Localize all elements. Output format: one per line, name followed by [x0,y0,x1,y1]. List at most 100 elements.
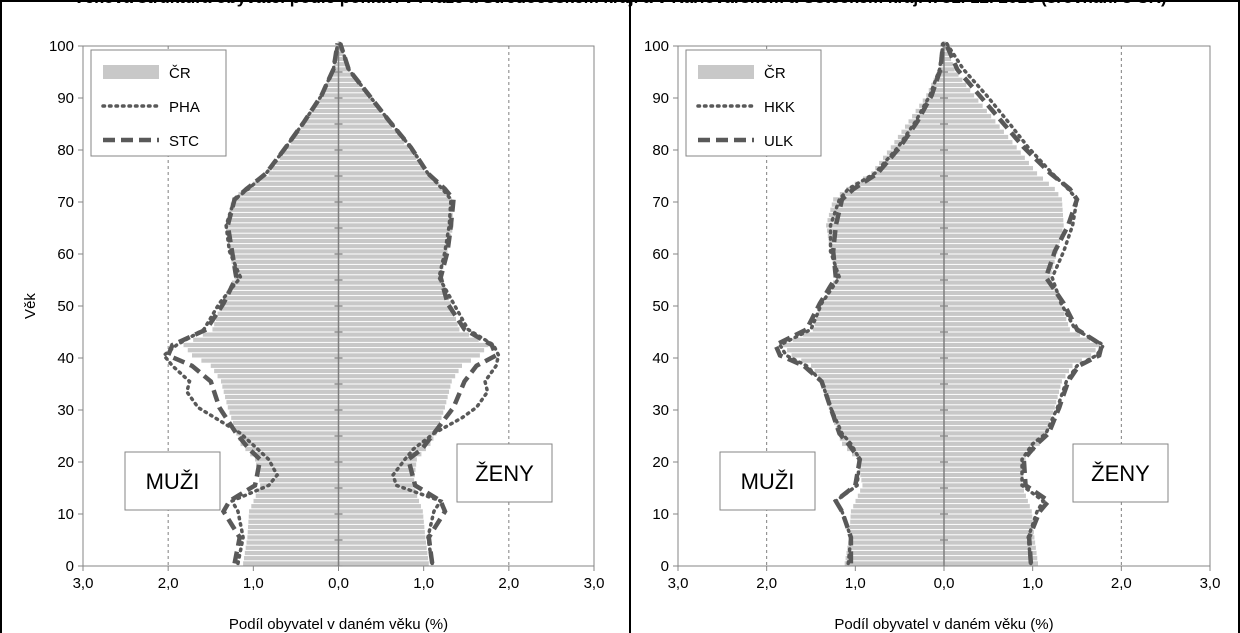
bar-men-age-16 [861,478,944,483]
bar-women-age-37 [338,368,459,374]
bar-men-age-44 [202,332,339,337]
bar-women-age-62 [944,238,1060,244]
bar-men-age-22 [847,446,944,452]
bar-men-age-19 [858,462,944,467]
bar-women-age-88 [338,103,376,108]
bar-men-age-45 [212,327,339,332]
series-line-pha-men [161,41,340,566]
bar-men-age-79 [283,150,339,155]
bar-men-age-37 [214,368,339,374]
bar-women-age-37 [944,368,1070,374]
bar-men-age-52 [226,290,339,296]
bar-men-age-41 [187,348,339,353]
bar-women-age-38 [944,363,1073,368]
bar-men-age-20 [255,457,339,462]
bar-women-age-57 [338,264,444,270]
bar-women-age-72 [338,186,445,192]
bar-men-age-95 [333,67,339,72]
bar-women-age-43 [338,337,479,342]
bar-women-age-56 [944,270,1052,275]
bar-women-age-32 [944,394,1058,400]
bar-women-age-86 [338,114,384,119]
series-line-pha-women [338,41,501,566]
bar-women-age-1 [338,556,429,561]
bar-women-age-2 [338,550,428,556]
bar-men-age-93 [328,77,339,82]
bar-women-age-27 [944,420,1050,426]
bar-men-age-16 [259,478,339,483]
series-line-stc-men [165,43,340,564]
bar-men-age-47 [816,316,944,322]
bar-men-age-69 [230,202,339,207]
x-tick-label: 1,0 [1022,575,1043,592]
y-tick-label: 30 [57,402,74,419]
bar-men-age-51 [824,296,944,301]
bar-men-age-54 [832,280,944,285]
x-tick-label: 3,0 [1200,575,1221,592]
bar-women-age-85 [338,119,388,124]
bar-men-age-94 [331,72,339,77]
legend-label-hkk: HKK [764,99,795,116]
bar-men-age-58 [231,259,339,264]
women-box [1072,443,1169,503]
bar-women-age-87 [338,108,380,114]
figure-header-text: Věková struktura obyvatel podle pohlaví … [0,0,1240,8]
bar-men-age-56 [233,270,339,275]
bar-men-age-96 [334,62,339,67]
bar-women-age-7 [944,524,1034,530]
bar-men-age-24 [238,436,339,441]
bar-women-age-39 [944,358,1082,363]
bar-women-age-67 [338,212,453,218]
bar-men-age-10 [249,509,339,514]
bar-men-age-84 [301,124,339,129]
bar-men-age-2 [846,550,944,556]
bar-women-age-97 [944,56,952,62]
frame-top-border [0,0,1240,2]
y-tick-label: 100 [49,38,74,55]
bar-men-age-68 [830,207,944,212]
bar-women-age-33 [944,389,1060,394]
bar-women-age-80 [944,145,1017,150]
bar-women-age-13 [944,493,1026,498]
x-axis-title: Podíl obyvatel v daném věku (%) [229,616,448,633]
bar-women-age-4 [338,540,427,545]
bar-men-age-20 [857,457,944,462]
bar-women-age-11 [338,504,421,509]
bar-women-age-64 [944,228,1063,233]
bar-men-age-23 [240,441,339,446]
bar-women-age-20 [338,457,417,462]
frame-right-border [1238,0,1240,633]
bar-men-age-9 [248,514,339,519]
bar-men-age-89 [922,98,944,103]
bar-women-age-41 [338,348,485,353]
bar-men-age-62 [227,238,339,244]
x-tick-label: 2,0 [498,575,519,592]
x-tick-label: 2,0 [158,575,179,592]
x-tick-label: 2,0 [1111,575,1132,592]
bar-men-age-71 [839,192,944,197]
bar-women-age-12 [944,498,1028,504]
bar-men-age-52 [827,290,944,296]
bar-women-age-44 [944,332,1080,337]
bar-women-age-23 [944,441,1040,446]
bar-men-age-75 [871,171,944,176]
bar-men-age-6 [247,530,339,535]
bar-men-age-87 [915,108,944,114]
bar-women-age-1 [944,556,1038,561]
bar-women-age-17 [338,472,415,478]
y-tick-label: 20 [652,454,669,471]
bar-men-age-14 [257,488,339,493]
bar-women-age-14 [944,488,1024,493]
bar-men-age-92 [931,82,944,88]
bar-men-age-84 [904,124,944,129]
bar-men-age-60 [229,249,339,254]
bar-women-age-23 [338,441,431,446]
bar-women-age-87 [944,108,987,114]
bar-women-age-25 [338,431,437,436]
bar-men-age-19 [256,462,339,467]
bar-women-age-76 [944,166,1034,171]
bar-women-age-24 [944,436,1043,441]
y-tick-label: 60 [57,246,74,263]
bar-women-age-84 [338,124,392,129]
bar-men-age-57 [833,264,944,270]
